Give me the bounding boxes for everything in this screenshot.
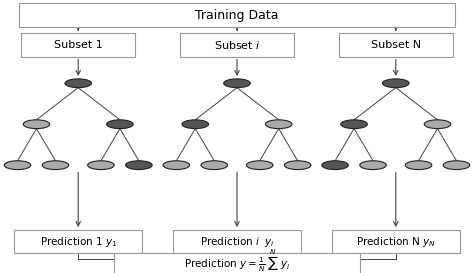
Ellipse shape <box>424 120 451 129</box>
Text: Prediction 1 $y_1$: Prediction 1 $y_1$ <box>39 235 117 249</box>
Text: Prediction $i$  $y_i$: Prediction $i$ $y_i$ <box>200 235 274 249</box>
Ellipse shape <box>182 120 209 129</box>
FancyBboxPatch shape <box>114 253 360 273</box>
Ellipse shape <box>65 79 91 88</box>
Ellipse shape <box>23 120 50 129</box>
Ellipse shape <box>201 161 228 170</box>
Ellipse shape <box>360 161 386 170</box>
Text: Subset N: Subset N <box>371 40 421 50</box>
Ellipse shape <box>322 161 348 170</box>
Text: Training Data: Training Data <box>195 8 279 22</box>
FancyBboxPatch shape <box>19 3 455 27</box>
Text: Prediction $y = \frac{1}{N}\sum_{i=1}^{N} y_i$: Prediction $y = \frac{1}{N}\sum_{i=1}^{N… <box>184 248 290 273</box>
Text: Prediction N $y_N$: Prediction N $y_N$ <box>356 235 436 249</box>
FancyBboxPatch shape <box>180 34 294 57</box>
Ellipse shape <box>443 161 470 170</box>
Ellipse shape <box>224 79 250 88</box>
Ellipse shape <box>42 161 69 170</box>
FancyBboxPatch shape <box>21 34 135 57</box>
Ellipse shape <box>405 161 432 170</box>
FancyBboxPatch shape <box>14 230 142 253</box>
Ellipse shape <box>88 161 114 170</box>
FancyBboxPatch shape <box>173 230 301 253</box>
FancyBboxPatch shape <box>332 230 460 253</box>
Text: Subset 1: Subset 1 <box>54 40 102 50</box>
Ellipse shape <box>265 120 292 129</box>
FancyBboxPatch shape <box>339 34 453 57</box>
Ellipse shape <box>383 79 409 88</box>
Text: Subset $i$: Subset $i$ <box>214 39 260 51</box>
Ellipse shape <box>246 161 273 170</box>
Ellipse shape <box>4 161 31 170</box>
Ellipse shape <box>163 161 190 170</box>
Ellipse shape <box>284 161 311 170</box>
Ellipse shape <box>107 120 133 129</box>
Ellipse shape <box>341 120 367 129</box>
Ellipse shape <box>126 161 152 170</box>
